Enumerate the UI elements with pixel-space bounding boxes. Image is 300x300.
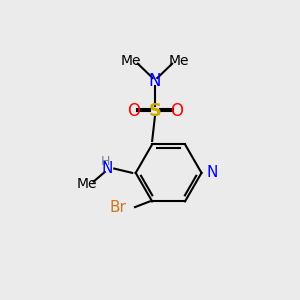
Text: Me: Me [169,54,190,68]
Text: Me: Me [120,54,141,68]
Text: S: S [148,103,161,121]
Text: N: N [101,161,113,176]
Text: Br: Br [110,200,126,214]
Text: O: O [127,103,140,121]
Text: N: N [149,72,161,90]
Text: O: O [170,103,183,121]
Text: N: N [207,165,218,180]
Text: H: H [101,155,110,168]
Text: Me: Me [76,177,97,191]
